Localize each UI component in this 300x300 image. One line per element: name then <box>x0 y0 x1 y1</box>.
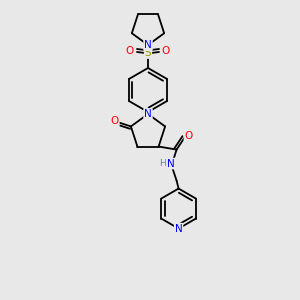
Text: O: O <box>162 46 170 56</box>
Text: N: N <box>144 40 152 50</box>
Text: O: O <box>126 46 134 56</box>
Text: O: O <box>184 130 193 141</box>
Text: N: N <box>167 159 175 169</box>
Text: N: N <box>175 224 182 234</box>
Text: H: H <box>159 159 166 168</box>
Text: S: S <box>145 48 151 58</box>
Text: N: N <box>144 109 152 119</box>
Text: O: O <box>111 116 119 126</box>
